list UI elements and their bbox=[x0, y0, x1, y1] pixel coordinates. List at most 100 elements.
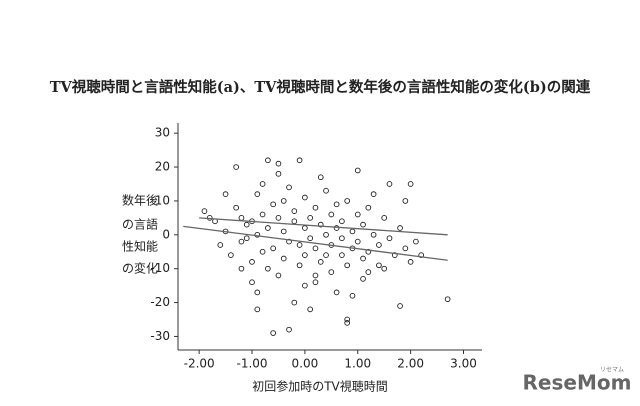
point bbox=[339, 218, 345, 225]
point bbox=[365, 248, 372, 255]
point bbox=[228, 252, 234, 258]
point bbox=[233, 164, 240, 170]
point bbox=[243, 221, 250, 228]
point bbox=[386, 235, 393, 242]
y-tick-label: 30 bbox=[155, 126, 170, 140]
point bbox=[286, 326, 292, 333]
point bbox=[413, 238, 419, 245]
point bbox=[243, 235, 250, 242]
point bbox=[302, 225, 308, 231]
x-axis-label: 初回参加時のTV視聴時間 bbox=[252, 379, 388, 394]
chart-title: TV視聴時間と言語性知能(a)、TV視聴時間と数年後の言語性知能の変化(b)の関… bbox=[50, 78, 591, 96]
point bbox=[333, 289, 340, 296]
point bbox=[328, 211, 335, 218]
point bbox=[307, 306, 314, 313]
x-tick-label: -2.00 bbox=[184, 357, 215, 371]
point bbox=[222, 191, 229, 197]
point bbox=[217, 242, 224, 248]
point bbox=[333, 225, 340, 231]
point bbox=[391, 252, 398, 258]
point bbox=[270, 245, 277, 252]
point bbox=[323, 187, 329, 194]
point bbox=[307, 215, 314, 221]
point bbox=[270, 201, 277, 208]
y-tick-label: 20 bbox=[155, 160, 170, 174]
point bbox=[381, 215, 388, 221]
point bbox=[344, 316, 351, 323]
x-tick-label: 3.00 bbox=[450, 357, 477, 371]
point bbox=[444, 296, 451, 303]
point bbox=[201, 208, 208, 214]
point bbox=[286, 184, 292, 191]
point bbox=[275, 272, 282, 279]
point bbox=[360, 276, 366, 282]
point bbox=[344, 320, 351, 326]
y-tick-label: 10 bbox=[155, 193, 170, 207]
point bbox=[397, 303, 403, 309]
point bbox=[238, 265, 245, 272]
y-axis-label: 数年後 bbox=[122, 193, 158, 208]
point bbox=[254, 191, 261, 197]
point bbox=[238, 215, 245, 221]
point bbox=[376, 262, 382, 269]
y-axis-label: 性知能 bbox=[122, 240, 158, 254]
point bbox=[275, 215, 282, 221]
y-tick-label: -20 bbox=[150, 295, 170, 309]
point bbox=[323, 231, 329, 238]
point bbox=[349, 228, 356, 235]
y-axis-label: の言語 bbox=[122, 217, 158, 232]
point bbox=[349, 292, 356, 299]
point bbox=[312, 279, 319, 286]
point bbox=[259, 181, 266, 187]
point bbox=[418, 252, 425, 258]
point bbox=[365, 204, 372, 211]
point bbox=[296, 157, 303, 164]
point bbox=[376, 242, 382, 248]
point bbox=[307, 235, 314, 242]
point bbox=[254, 306, 261, 313]
point bbox=[275, 170, 282, 177]
point bbox=[381, 265, 388, 272]
point bbox=[280, 198, 287, 204]
point bbox=[312, 204, 319, 211]
point bbox=[280, 255, 287, 262]
point bbox=[312, 272, 319, 279]
point bbox=[402, 198, 409, 204]
point bbox=[265, 225, 271, 231]
x-tick-label: 2.00 bbox=[397, 357, 424, 371]
point bbox=[265, 157, 271, 164]
x-tick-label: 0.00 bbox=[292, 357, 319, 371]
watermark: ReseMom bbox=[523, 371, 632, 395]
x-tick-label: 1.00 bbox=[344, 357, 371, 371]
watermark-sub: リセマム bbox=[600, 367, 624, 374]
point bbox=[275, 160, 282, 167]
point bbox=[259, 248, 266, 255]
y-axis-label: の変化 bbox=[122, 261, 158, 276]
point bbox=[296, 242, 303, 248]
point bbox=[286, 238, 292, 245]
point bbox=[370, 231, 377, 238]
regression-line bbox=[199, 217, 448, 236]
point bbox=[402, 245, 409, 252]
point bbox=[354, 211, 361, 218]
point bbox=[302, 194, 308, 201]
point bbox=[354, 167, 361, 174]
point bbox=[407, 181, 414, 187]
point bbox=[360, 255, 366, 262]
point bbox=[360, 221, 366, 228]
point bbox=[280, 228, 287, 235]
point bbox=[354, 238, 361, 245]
point bbox=[317, 174, 324, 181]
point bbox=[254, 231, 261, 238]
point bbox=[344, 262, 351, 269]
point bbox=[302, 252, 308, 258]
point bbox=[302, 282, 308, 289]
y-tick-label: -30 bbox=[150, 329, 170, 343]
point bbox=[365, 269, 372, 275]
point bbox=[291, 218, 298, 225]
point bbox=[254, 289, 261, 296]
point bbox=[386, 181, 393, 187]
y-tick-label: -10 bbox=[150, 261, 170, 275]
point bbox=[323, 252, 329, 258]
regression-line bbox=[183, 225, 448, 261]
